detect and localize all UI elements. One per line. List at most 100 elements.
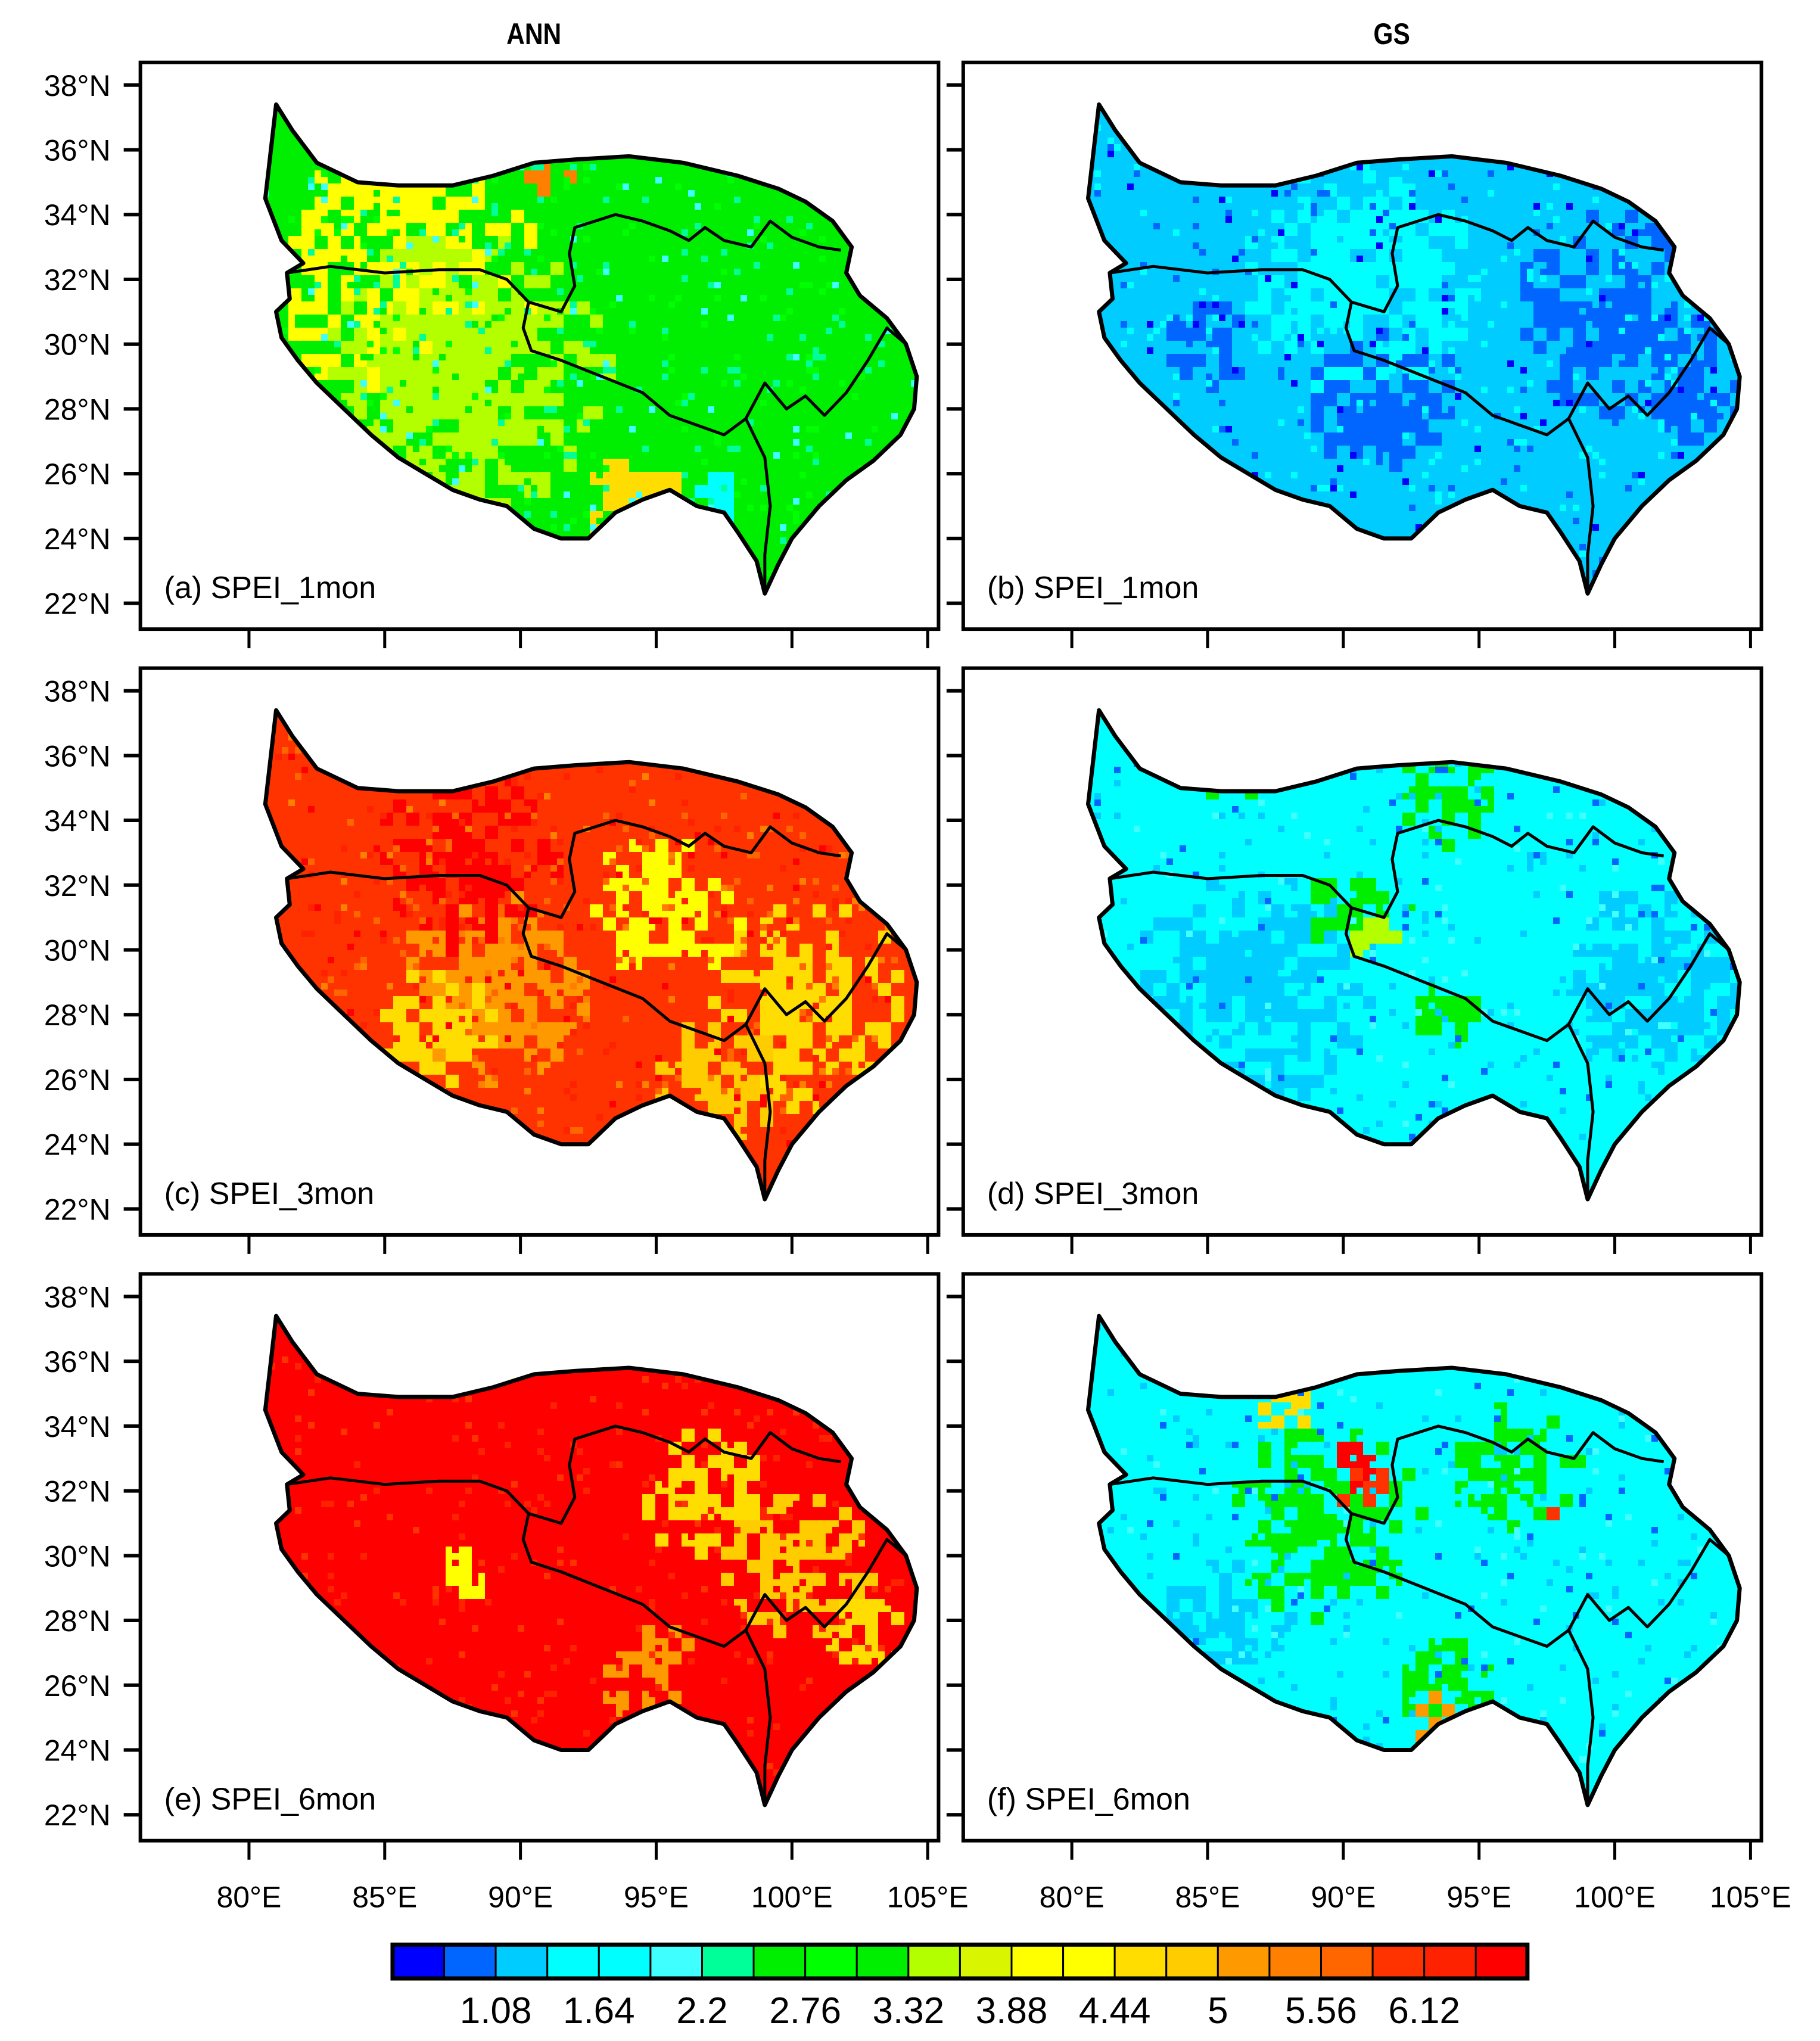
plateau-outline: [1086, 102, 1742, 596]
colorbar-swatch: [649, 1943, 703, 1980]
map-panel-c: (c) SPEI_3mon 38°N 36°N 34°N 32°N 30°N 28°N 26°…: [44, 666, 941, 1254]
colorbar-swatch: [546, 1943, 600, 1980]
basin-boundary: [1351, 1424, 1664, 1525]
plateau-outline: [263, 102, 919, 596]
colorbar-swatch: [1217, 1943, 1271, 1980]
x-tick-label: 90°E: [488, 1881, 553, 1914]
basin-boundary: [744, 932, 907, 1025]
panel-label: (b) SPEI_1mon: [987, 571, 1199, 605]
colorbar-label: 1.08: [460, 1990, 532, 2031]
colorbar-swatch: [1268, 1943, 1323, 1980]
map-panel-e: (e) SPEI_6mon 38°N 36°N 34°N 32°N 30°N 28°N 26°…: [44, 1272, 969, 1914]
colorbar-label: 2.76: [769, 1990, 841, 2031]
map-panel-a: (a) SPEI_1mon 38°N 36°N 34°N 32°N 30°N 28°N 26°…: [44, 60, 941, 649]
y-tick-label: 30°N: [44, 934, 111, 967]
y-tick-label: 22°N: [44, 1193, 111, 1226]
colorbar-swatch: [494, 1943, 549, 1980]
colorbar-swatch: [1474, 1943, 1529, 1980]
column-title-gs: GS: [1373, 17, 1410, 51]
colorbar-swatch: [701, 1943, 755, 1980]
x-tick-label: 85°E: [352, 1881, 417, 1914]
basin-boundary: [1109, 1476, 1595, 1805]
colorbar-swatch: [1062, 1943, 1116, 1980]
basin-boundary: [528, 819, 841, 919]
colorbar-label: 3.32: [872, 1990, 944, 2031]
y-tick-label: 28°N: [44, 393, 111, 426]
y-tick-label: 34°N: [44, 1410, 111, 1443]
colorbar-label: 1.64: [563, 1990, 635, 2031]
map-panel-d: (d) SPEI_3mon: [946, 666, 1763, 1254]
plateau-outline: [263, 708, 919, 1202]
x-tick-label: 80°E: [216, 1881, 281, 1914]
colorbar-swatch: [1010, 1943, 1065, 1980]
colorbar-label: 5: [1208, 1990, 1228, 2031]
colorbar-swatch: [1320, 1943, 1374, 1980]
y-tick-label: 30°N: [44, 328, 111, 362]
x-tick-label: 100°E: [1574, 1881, 1656, 1914]
y-tick-label: 24°N: [44, 1128, 111, 1162]
y-tick-label: 38°N: [44, 675, 111, 708]
y-tick-label: 22°N: [44, 1799, 111, 1832]
y-tick-label: 26°N: [44, 1669, 111, 1703]
colorbar-label: 5.56: [1285, 1990, 1357, 2031]
colorbar-swatch: [391, 1943, 446, 1980]
y-tick-label: 26°N: [44, 1063, 111, 1097]
panel-label: (c) SPEI_3mon: [164, 1177, 375, 1211]
basin-boundary: [744, 326, 907, 419]
y-tick-label: 32°N: [44, 869, 111, 903]
basin-boundary: [528, 1424, 841, 1525]
y-tick-label: 24°N: [44, 522, 111, 556]
colorbar-swatch: [1423, 1943, 1477, 1980]
x-tick-label: 85°E: [1175, 1881, 1240, 1914]
y-tick-label: 28°N: [44, 998, 111, 1032]
y-tick-label: 32°N: [44, 1475, 111, 1508]
colorbar-label: 2.2: [676, 1990, 727, 2031]
map-panel-b: (b) SPEI_1mon: [946, 60, 1763, 649]
basin-boundary: [1109, 870, 1595, 1200]
colorbar-swatch: [1371, 1943, 1426, 1980]
basin-boundary: [287, 1476, 772, 1805]
colorbar-swatch: [598, 1943, 652, 1980]
colorbar-swatch: [752, 1943, 807, 1980]
y-tick-label: 36°N: [44, 134, 111, 167]
panel-label: (d) SPEI_3mon: [987, 1177, 1199, 1211]
y-tick-label: 32°N: [44, 263, 111, 297]
x-tick-label: 95°E: [1446, 1881, 1511, 1914]
basin-boundary: [1567, 326, 1730, 419]
basin-boundary: [1351, 213, 1664, 313]
basin-boundary: [1567, 1538, 1730, 1631]
basin-boundary: [744, 1538, 907, 1631]
map-panel-f: (f) SPEI_6mon 80°E 85°E 90°E 95°E 100°E 105°E: [946, 1272, 1791, 1914]
y-tick-label: 36°N: [44, 1345, 111, 1379]
colorbar-swatch: [443, 1943, 497, 1980]
basin-boundary: [528, 213, 841, 313]
colorbar-swatch: [907, 1943, 961, 1980]
panel-label: (e) SPEI_6mon: [164, 1782, 377, 1817]
colorbar: 1.08 1.64 2.2 2.76 3.32 3.88 4.44 5 5.56 6.12: [390, 1942, 1530, 2031]
y-tick-label: 38°N: [44, 1280, 111, 1314]
y-tick-label: 30°N: [44, 1539, 111, 1573]
y-tick-label: 34°N: [44, 198, 111, 232]
x-tick-label: 95°E: [624, 1881, 689, 1914]
colorbar-swatch: [1113, 1943, 1168, 1980]
x-tick-label: 100°E: [751, 1881, 833, 1914]
basin-boundary: [1351, 819, 1664, 919]
y-tick-label: 28°N: [44, 1604, 111, 1638]
y-tick-label: 22°N: [44, 587, 111, 621]
basin-boundary: [287, 870, 772, 1200]
colorbar-label: 4.44: [1079, 1990, 1151, 2031]
x-tick-label: 80°E: [1040, 1881, 1105, 1914]
colorbar-label: 6.12: [1388, 1990, 1460, 2031]
panel-label: (f) SPEI_6mon: [987, 1782, 1190, 1817]
y-tick-label: 36°N: [44, 739, 111, 773]
colorbar-label: 3.88: [976, 1990, 1048, 2031]
panel-label: (a) SPEI_1mon: [164, 571, 377, 605]
column-title-ann: ANN: [506, 17, 562, 51]
plateau-outline: [263, 1314, 919, 1807]
x-tick-label: 105°E: [887, 1881, 969, 1914]
colorbar-swatch: [855, 1943, 910, 1980]
y-tick-label: 26°N: [44, 458, 111, 491]
y-tick-label: 38°N: [44, 69, 111, 102]
y-tick-label: 34°N: [44, 804, 111, 838]
